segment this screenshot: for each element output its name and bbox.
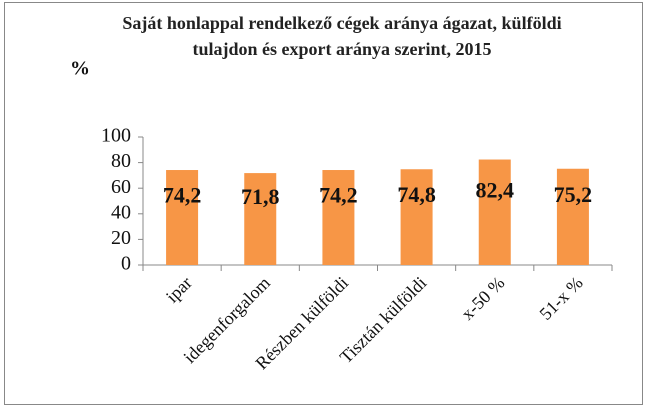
y-tick-label: 80	[111, 150, 131, 172]
value-label: 71,8	[241, 184, 280, 209]
value-label: 74,2	[319, 183, 358, 208]
chart-title: Saját honlappal rendelkező cégek aránya …	[122, 13, 562, 59]
y-axis-label: %	[70, 58, 90, 80]
bar	[244, 173, 277, 265]
y-tick-label: 40	[111, 201, 131, 223]
value-label: 74,2	[163, 183, 202, 208]
bar	[400, 169, 433, 265]
y-tick-label: 0	[121, 253, 131, 275]
value-label: 75,2	[554, 182, 593, 207]
y-tick-label: 100	[101, 125, 131, 147]
chart-frame	[4, 2, 643, 405]
bar	[556, 168, 589, 265]
x-tick-label: ipar	[162, 273, 196, 307]
x-tick-label: 51-x %	[535, 273, 586, 324]
y-tick-label: 60	[111, 176, 131, 198]
bar	[478, 159, 511, 265]
value-label: 74,8	[397, 182, 436, 207]
x-tick-label: x-50 %	[457, 273, 508, 324]
y-tick-label: 20	[111, 227, 131, 249]
bar	[166, 170, 199, 265]
value-label: 82,4	[476, 177, 515, 202]
bar	[322, 170, 355, 265]
